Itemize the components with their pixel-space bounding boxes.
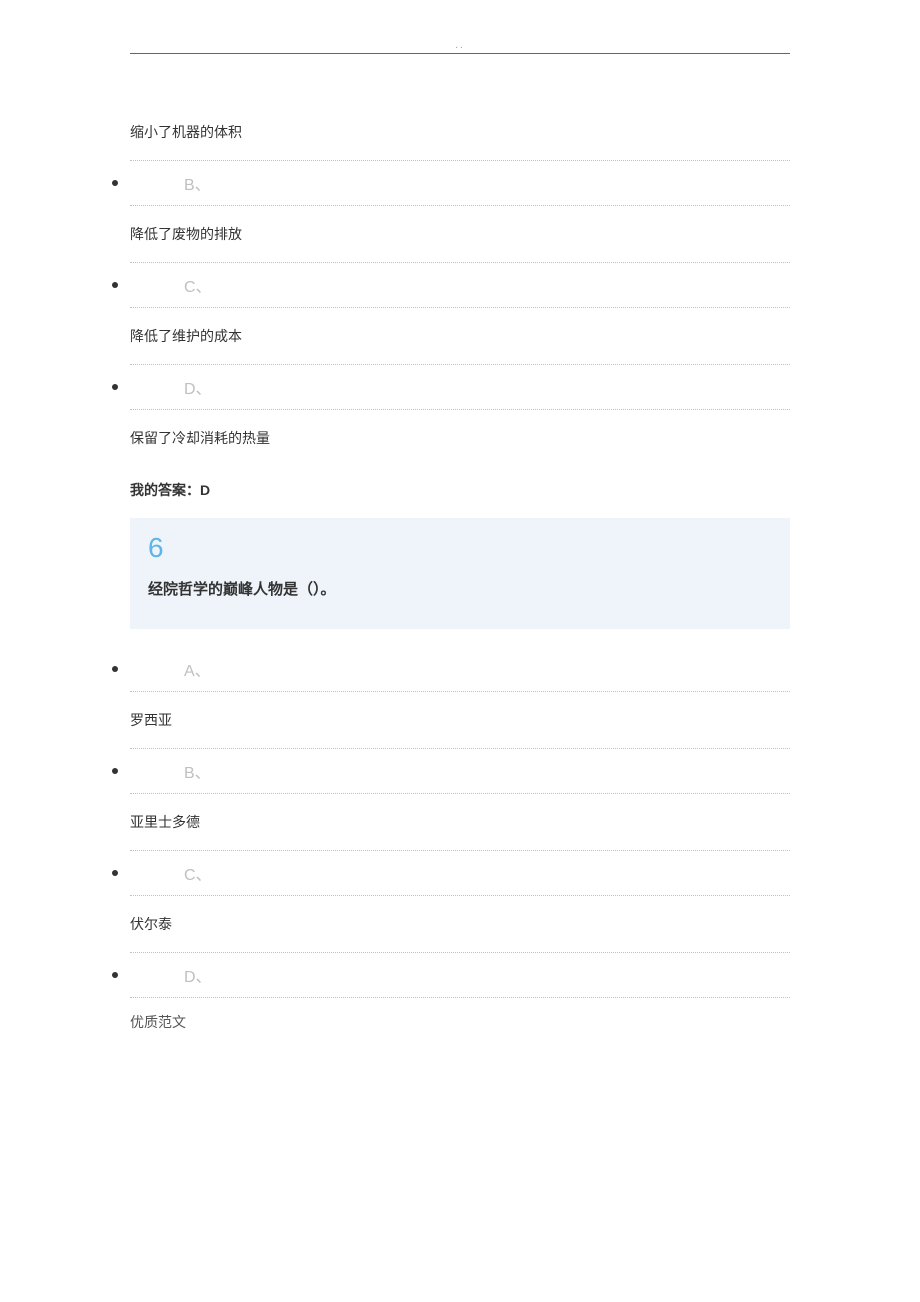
bullet-icon xyxy=(112,384,118,390)
footer-text: 优质范文 xyxy=(130,998,790,1032)
q5-option-d-text: 保留了冷却消耗的热量 xyxy=(130,410,790,466)
q6-option-d-letter: D、 xyxy=(184,963,212,987)
header-dots: .. xyxy=(130,40,790,51)
q6-option-c-text: 伏尔泰 xyxy=(130,896,790,952)
q6-option-b-text: 亚里士多德 xyxy=(130,794,790,850)
q6-option-a-text: 罗西亚 xyxy=(130,692,790,748)
q5-option-b-text: 降低了废物的排放 xyxy=(130,206,790,262)
bullet-icon xyxy=(112,768,118,774)
header-line xyxy=(130,53,790,54)
q6-text: 经院哲学的巅峰人物是（）。 xyxy=(148,578,772,599)
q6-option-a-row: A、 xyxy=(130,647,790,691)
q6-number: 6 xyxy=(148,532,772,564)
page-container: .. 缩小了机器的体积 B、 降低了废物的排放 C、 降低了维护的成本 D、 保… xyxy=(0,0,920,1052)
q6-option-d-row: D、 xyxy=(130,953,790,997)
q6-option-a-letter: A、 xyxy=(184,657,211,681)
q6-option-c-letter: C、 xyxy=(184,861,212,885)
q5-option-b-row: B、 xyxy=(130,161,790,205)
q5-option-c-letter: C、 xyxy=(184,273,212,297)
q5-option-b-letter: B、 xyxy=(184,171,211,195)
bullet-icon xyxy=(112,666,118,672)
bullet-icon xyxy=(112,282,118,288)
q5-option-d-row: D、 xyxy=(130,365,790,409)
q5-option-c-text: 降低了维护的成本 xyxy=(130,308,790,364)
q6-option-c-row: C、 xyxy=(130,851,790,895)
q5-my-answer: 我的答案：D xyxy=(130,466,790,518)
q6-option-b-letter: B、 xyxy=(184,759,211,783)
q5-option-d-letter: D、 xyxy=(184,375,212,399)
bullet-icon xyxy=(112,870,118,876)
bullet-icon xyxy=(112,972,118,978)
q6-option-b-row: B、 xyxy=(130,749,790,793)
q5-option-a-text: 缩小了机器的体积 xyxy=(130,104,790,160)
bullet-icon xyxy=(112,180,118,186)
question-6-block: 6 经院哲学的巅峰人物是（）。 xyxy=(130,518,790,629)
q5-option-c-row: C、 xyxy=(130,263,790,307)
